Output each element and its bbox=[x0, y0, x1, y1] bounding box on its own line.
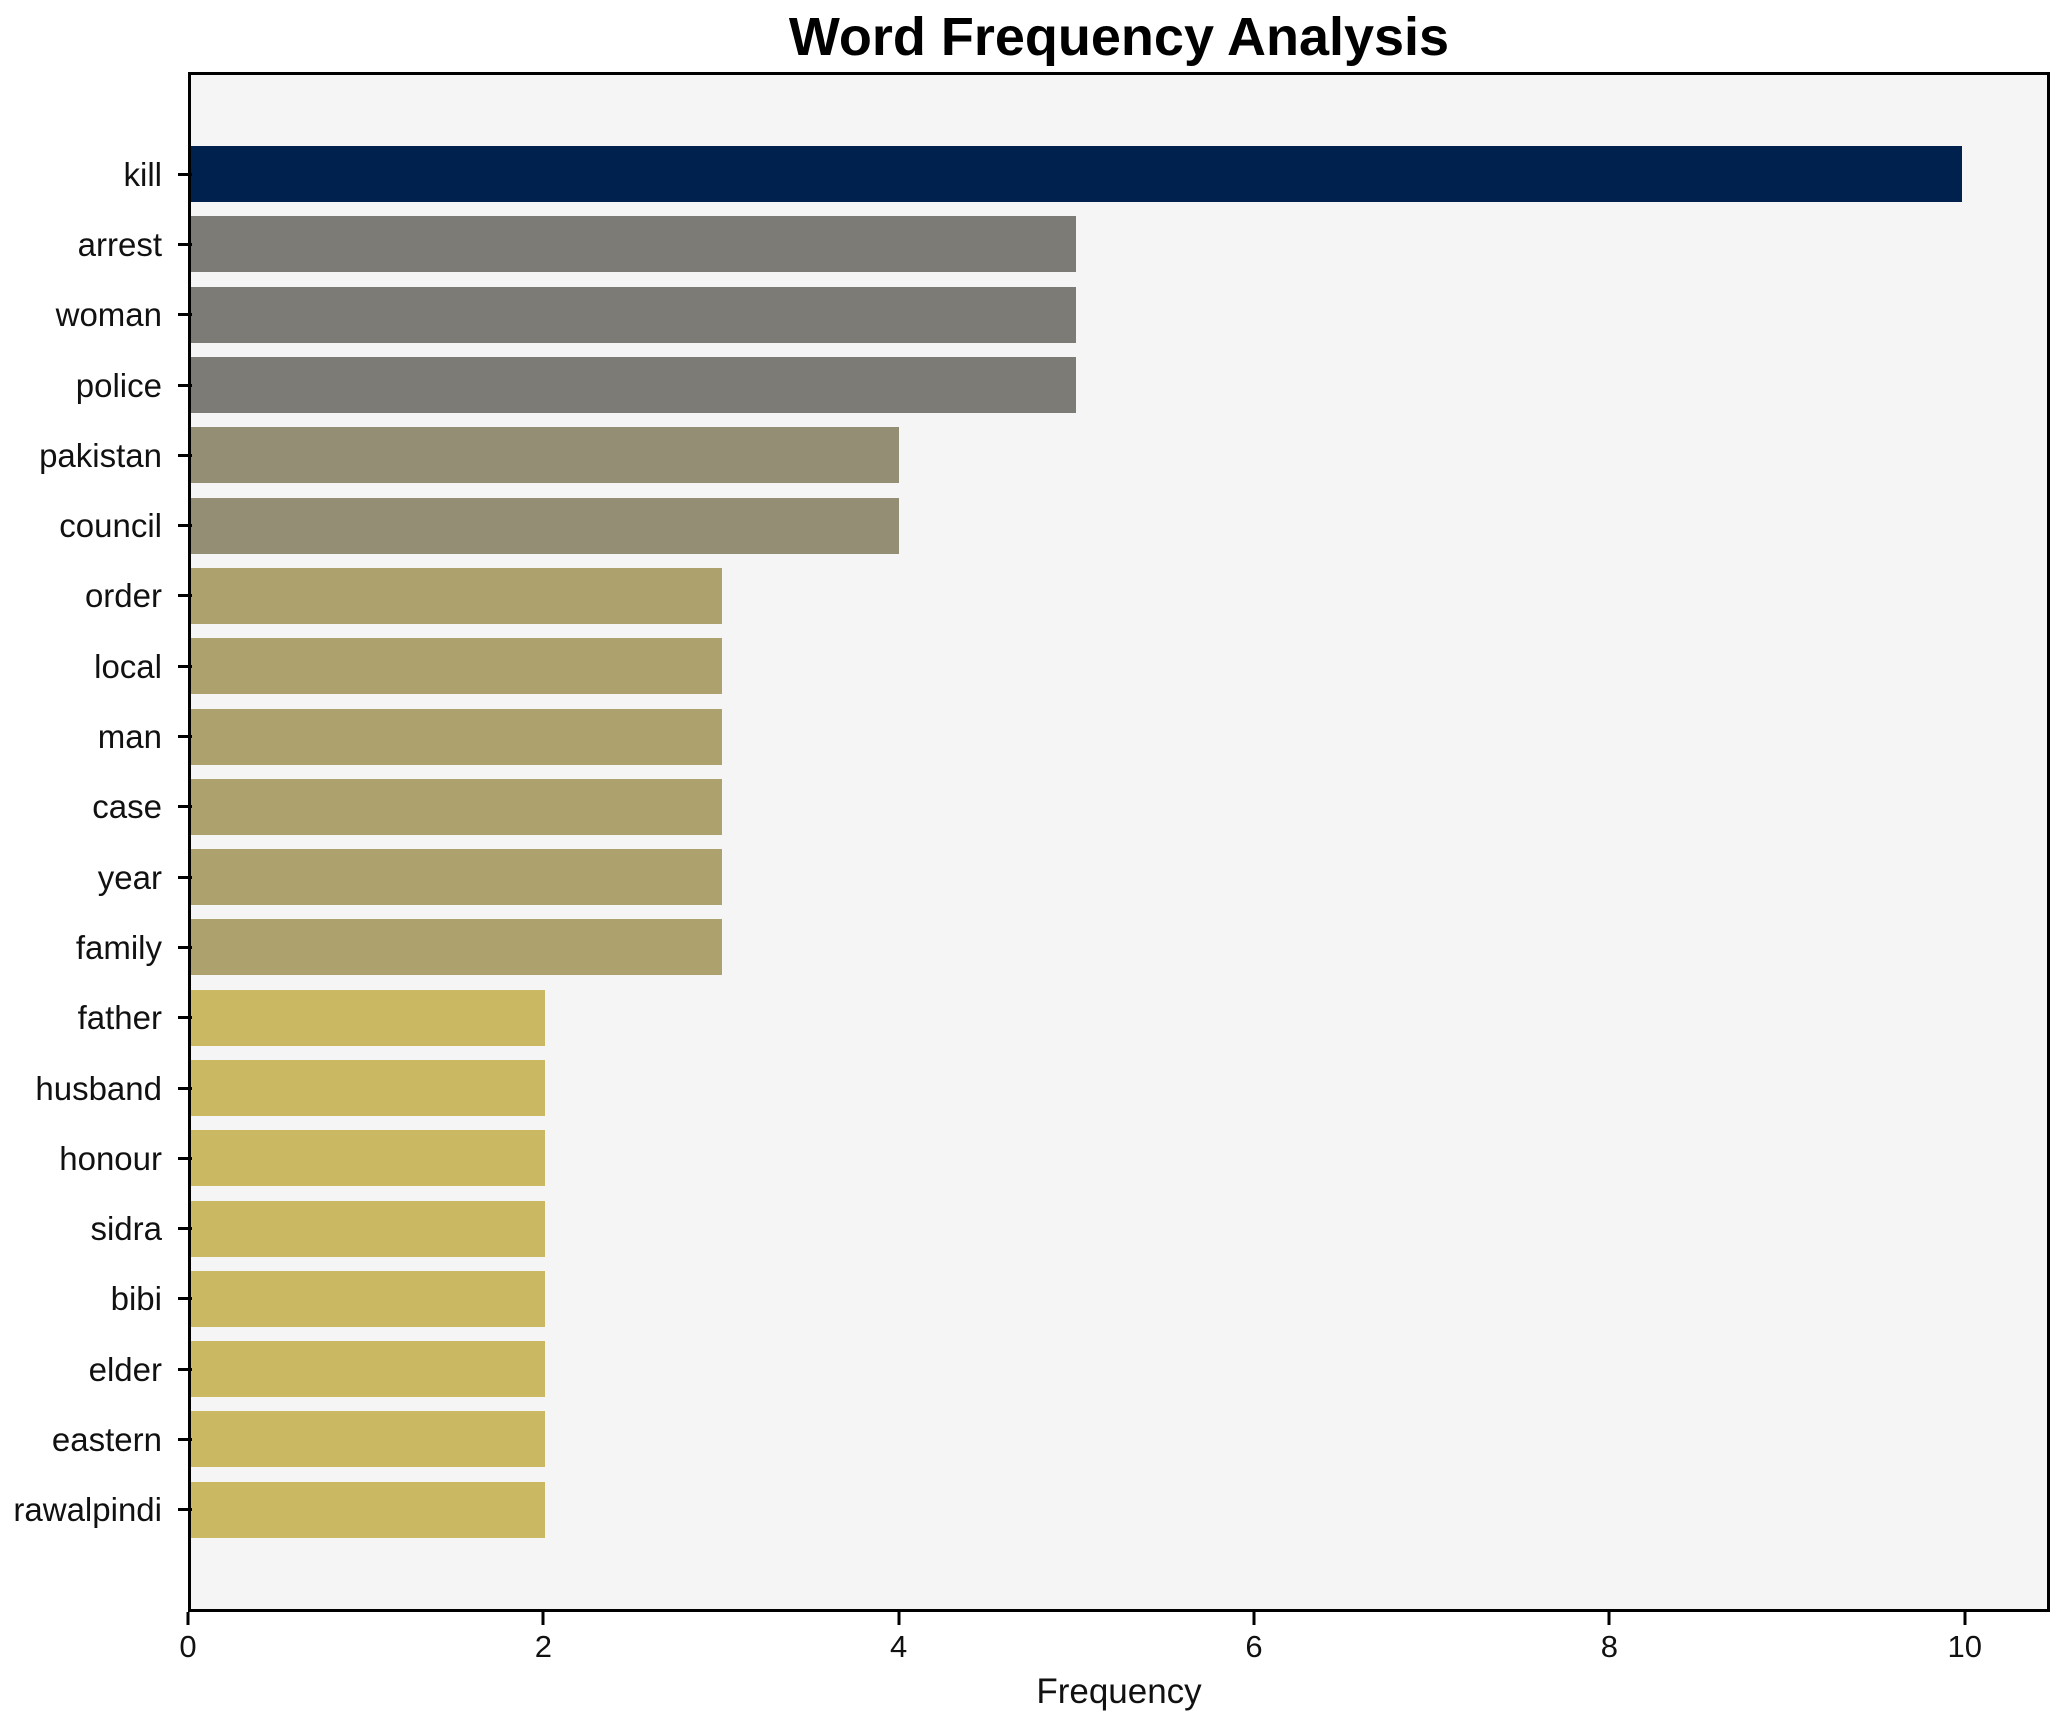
x-tick-mark bbox=[541, 1612, 545, 1625]
bar-row: eastern bbox=[52, 1404, 2047, 1474]
frequency-bar bbox=[191, 286, 1077, 343]
x-tick-mark bbox=[1607, 1612, 1611, 1625]
x-tick-label: 6 bbox=[1245, 1629, 1263, 1664]
bar-row: husband bbox=[35, 1053, 2047, 1123]
x-tick-label: 4 bbox=[890, 1629, 908, 1664]
bar-row: order bbox=[85, 561, 2047, 631]
frequency-bar bbox=[191, 146, 1962, 203]
y-axis-label: elder bbox=[88, 1350, 162, 1388]
y-tick-mark bbox=[178, 664, 192, 668]
y-axis-label: arrest bbox=[77, 225, 162, 263]
y-axis-label: husband bbox=[35, 1069, 162, 1107]
bar-row: case bbox=[92, 772, 2047, 842]
bar-row: council bbox=[59, 490, 2047, 560]
frequency-bar bbox=[191, 989, 546, 1046]
bar-row: sidra bbox=[90, 1193, 2047, 1263]
y-tick-mark bbox=[178, 1156, 192, 1160]
bar-row: bibi bbox=[111, 1264, 2047, 1334]
frequency-bar bbox=[191, 1411, 546, 1468]
frequency-bar bbox=[191, 357, 1077, 414]
x-tick-mark bbox=[186, 1612, 190, 1625]
x-tick-label: 0 bbox=[179, 1629, 197, 1664]
y-axis-label: woman bbox=[55, 296, 162, 334]
bar-row: man bbox=[98, 701, 2047, 771]
bar-row: father bbox=[78, 983, 2047, 1053]
frequency-bar bbox=[191, 427, 900, 484]
y-axis-label: police bbox=[75, 366, 162, 404]
y-axis-label: order bbox=[84, 577, 162, 615]
bar-row: rawalpindi bbox=[13, 1475, 2047, 1545]
y-tick-mark bbox=[178, 453, 192, 457]
bar-row: year bbox=[98, 842, 2047, 912]
y-tick-mark bbox=[178, 1016, 192, 1020]
y-axis-label: council bbox=[59, 507, 162, 545]
frequency-bar bbox=[191, 1130, 546, 1187]
y-tick-mark bbox=[178, 735, 192, 739]
y-tick-mark bbox=[178, 172, 192, 176]
bar-row: woman bbox=[56, 280, 2047, 350]
bar-row: honour bbox=[59, 1123, 2047, 1193]
y-tick-mark bbox=[178, 1437, 192, 1441]
x-tick-label: 2 bbox=[534, 1629, 552, 1664]
frequency-bar bbox=[191, 919, 723, 976]
frequency-bar bbox=[191, 1481, 546, 1538]
frequency-bar bbox=[191, 1270, 546, 1327]
y-axis-label: case bbox=[92, 788, 162, 826]
bar-row: police bbox=[76, 350, 2047, 420]
x-axis-title: Frequency bbox=[1036, 1672, 1202, 1711]
y-axis-label: eastern bbox=[51, 1420, 162, 1458]
frequency-bar bbox=[191, 638, 723, 695]
frequency-bar bbox=[191, 849, 723, 906]
bar-row: local bbox=[94, 631, 2047, 701]
bar-rows: kill arrest woman police pakistan counci… bbox=[13, 75, 2047, 1609]
x-tick-mark bbox=[897, 1612, 901, 1625]
bar-row: elder bbox=[89, 1334, 2047, 1404]
y-tick-mark bbox=[178, 524, 192, 528]
x-tick-mark bbox=[1252, 1612, 1256, 1625]
y-axis-label: sidra bbox=[90, 1210, 162, 1248]
frequency-bar bbox=[191, 708, 723, 765]
bar-row: pakistan bbox=[39, 420, 2047, 490]
y-axis-label: kill bbox=[123, 155, 163, 193]
y-axis-label: man bbox=[97, 718, 162, 756]
plot-area: kill arrest woman police pakistan counci… bbox=[13, 72, 2050, 1612]
y-axis-label: pakistan bbox=[39, 436, 162, 474]
frequency-bar bbox=[191, 778, 723, 835]
chart-title: Word Frequency Analysis bbox=[788, 7, 1450, 67]
x-tick-mark bbox=[1963, 1612, 1967, 1625]
x-tick-label: 8 bbox=[1600, 1629, 1618, 1664]
frequency-bar bbox=[191, 1341, 546, 1398]
frequency-bar bbox=[191, 1060, 546, 1116]
frequency-bar bbox=[191, 216, 1077, 273]
y-axis-label: bibi bbox=[110, 1280, 162, 1318]
y-tick-mark bbox=[178, 242, 192, 246]
x-axis: 0 2 4 6 8 10 bbox=[179, 1612, 2050, 1672]
y-tick-mark bbox=[178, 594, 192, 598]
frequency-bar bbox=[191, 1200, 546, 1257]
bar-row: family bbox=[76, 912, 2047, 982]
y-axis-label: family bbox=[75, 928, 162, 966]
y-tick-mark bbox=[178, 1086, 192, 1090]
y-axis-label: rawalpindi bbox=[13, 1491, 162, 1529]
y-tick-mark bbox=[178, 1367, 192, 1371]
y-tick-mark bbox=[178, 383, 192, 387]
frequency-bar bbox=[191, 497, 900, 554]
bar-row: kill bbox=[124, 139, 2047, 209]
bar-row: arrest bbox=[78, 209, 2047, 279]
y-tick-mark bbox=[178, 1297, 192, 1301]
y-tick-mark bbox=[178, 1227, 192, 1231]
y-axis-label: father bbox=[77, 999, 162, 1037]
y-tick-mark bbox=[178, 313, 192, 317]
y-axis-label: local bbox=[94, 647, 162, 685]
y-tick-mark bbox=[178, 805, 192, 809]
frequency-bar bbox=[191, 567, 723, 624]
y-axis-label: honour bbox=[59, 1139, 162, 1177]
y-tick-mark bbox=[178, 1508, 192, 1512]
y-tick-mark bbox=[178, 945, 192, 949]
y-axis-label: year bbox=[97, 858, 162, 896]
x-tick-label: 10 bbox=[1947, 1629, 1982, 1664]
y-tick-mark bbox=[178, 875, 192, 879]
